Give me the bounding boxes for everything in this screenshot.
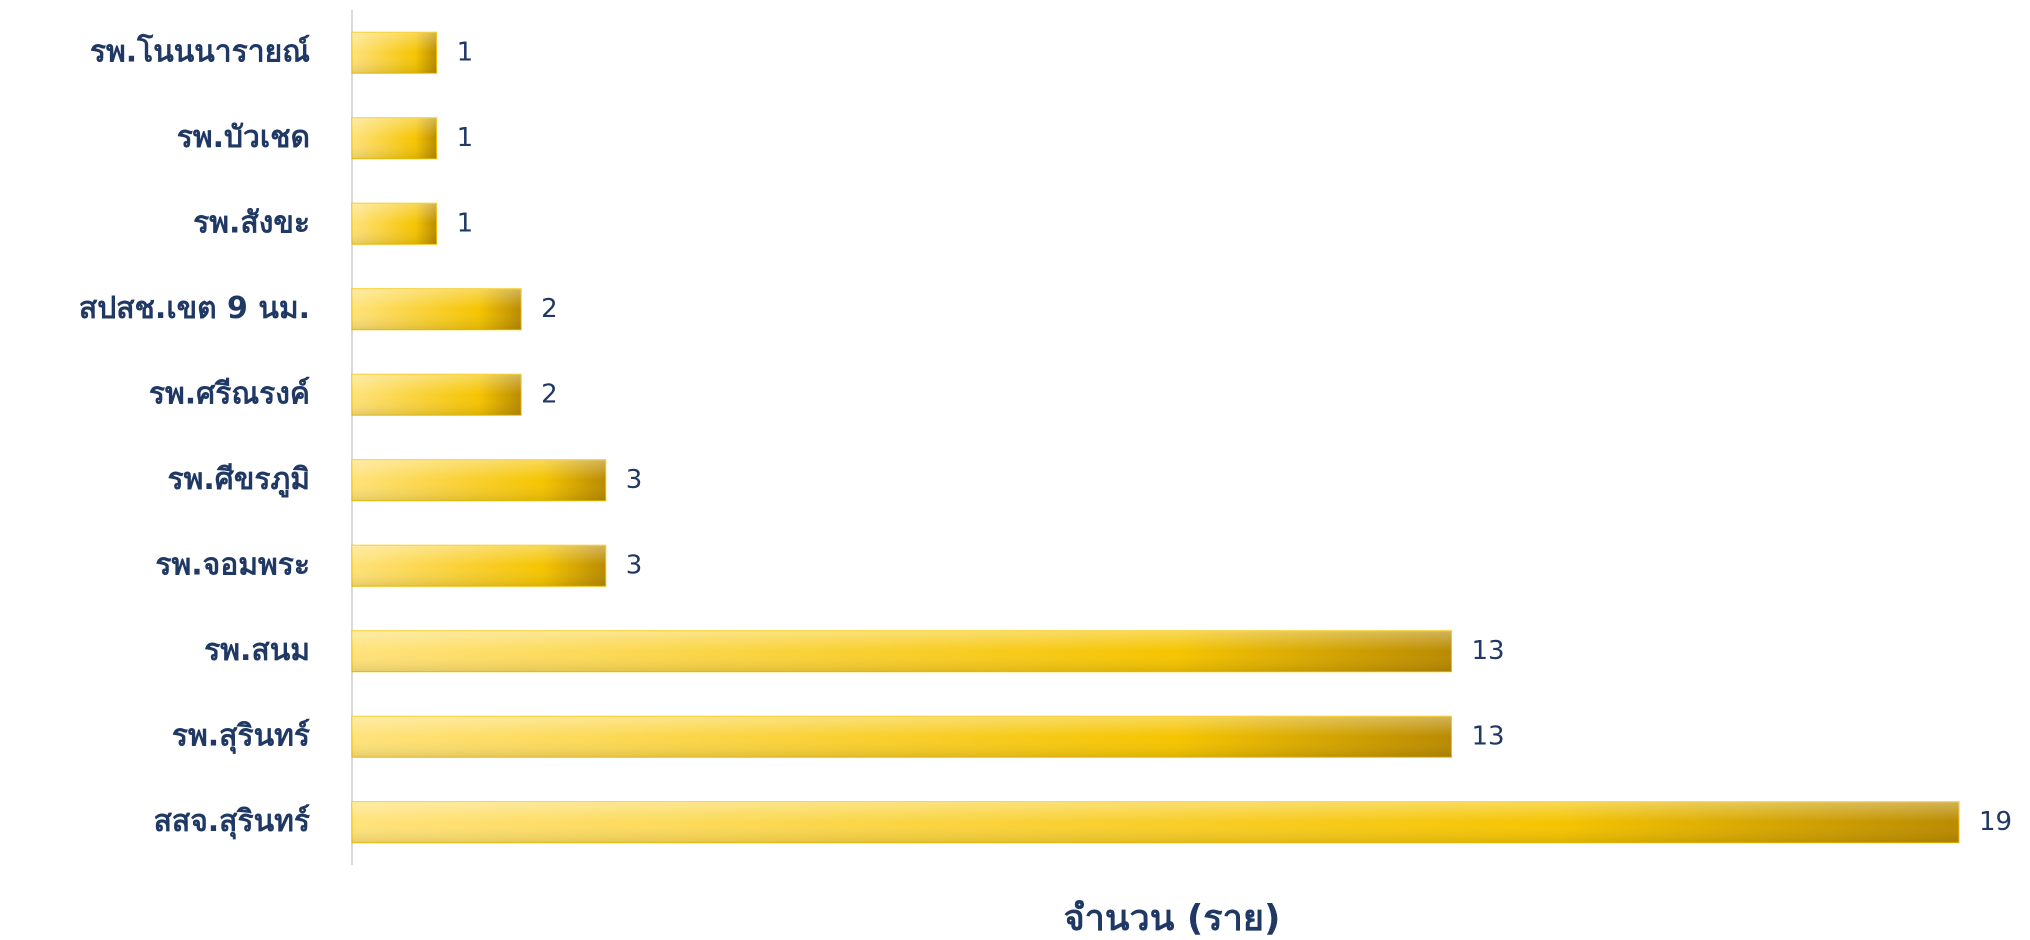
bar-shine (352, 716, 1452, 758)
value-label: 3 (626, 550, 643, 580)
category-label: รพ.สุรินทร์ (172, 718, 310, 754)
category-label: สสจ.สุรินทร์ (154, 804, 310, 840)
bar-shine (352, 459, 606, 501)
category-label: รพ.ศรีณรงค์ (149, 376, 310, 411)
bar-shine (352, 801, 1959, 843)
value-label: 19 (1979, 807, 2012, 837)
value-label: 1 (457, 123, 474, 153)
value-label: 2 (541, 294, 558, 324)
bar-shine (352, 32, 437, 74)
bar-shine (352, 630, 1452, 672)
value-label: 1 (457, 37, 474, 67)
category-label: สปสช.เขต 9 นม. (79, 291, 310, 326)
category-label: รพ.สังขะ (193, 205, 310, 240)
category-label: รพ.บัวเชด (177, 120, 310, 155)
category-label: รพ.จอมพระ (155, 547, 310, 582)
category-label: รพ.ศีขรภูมิ (168, 462, 311, 498)
value-label: 2 (541, 379, 558, 409)
bar-shine (352, 203, 437, 245)
value-label: 13 (1472, 721, 1505, 751)
value-label: 1 (457, 208, 474, 238)
category-label: รพ.โนนนารายณ์ (90, 32, 310, 69)
bar-shine (352, 288, 522, 330)
bar-shine (352, 117, 437, 159)
value-label: 13 (1472, 636, 1505, 666)
bar-shine (352, 374, 522, 416)
value-label: 3 (626, 465, 643, 495)
axis-title: จำนวน (ราย) (1064, 898, 1281, 939)
bar-shine (352, 545, 606, 587)
category-label: รพ.สนม (204, 633, 310, 668)
